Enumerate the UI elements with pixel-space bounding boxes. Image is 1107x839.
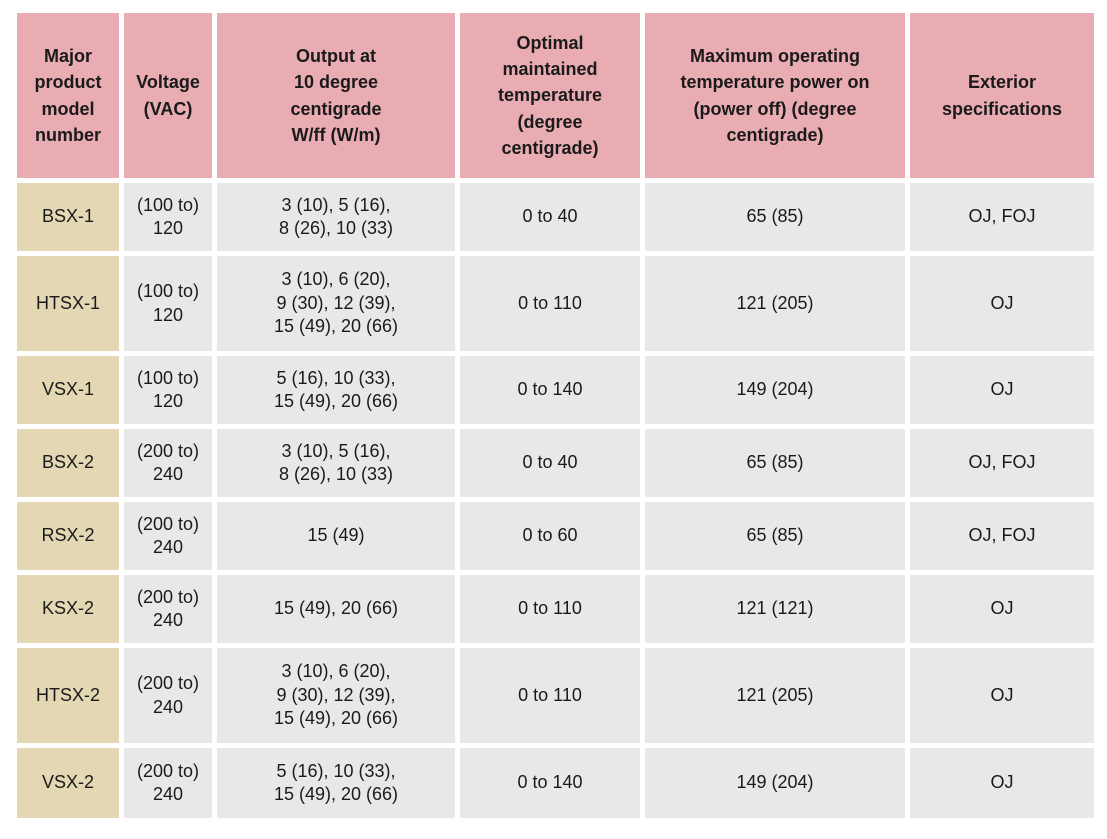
output-cell: 3 (10), 6 (20), 9 (30), 12 (39), 15 (49)… xyxy=(217,256,455,351)
header-max-temperature: Maximum operating temperature power on (… xyxy=(645,13,905,178)
model-cell: HTSX-2 xyxy=(17,648,119,743)
table-row-htsx-2: HTSX-2 (200 to) 240 3 (10), 6 (20), 9 (3… xyxy=(17,648,1094,743)
output-cell: 3 (10), 5 (16), 8 (26), 10 (33) xyxy=(217,183,455,251)
product-spec-table: Major product model number Voltage (VAC)… xyxy=(12,8,1099,823)
max-temperature-cell: 121 (205) xyxy=(645,648,905,743)
voltage-cell: (200 to) 240 xyxy=(124,648,212,743)
header-voltage: Voltage (VAC) xyxy=(124,13,212,178)
header-exterior: Exterior specifications xyxy=(910,13,1094,178)
header-model: Major product model number xyxy=(17,13,119,178)
voltage-cell: (100 to) 120 xyxy=(124,256,212,351)
exterior-cell: OJ, FOJ xyxy=(910,502,1094,570)
header-row: Major product model number Voltage (VAC)… xyxy=(17,13,1094,178)
optimal-temperature-cell: 0 to 110 xyxy=(460,575,640,643)
model-cell: BSX-1 xyxy=(17,183,119,251)
optimal-temperature-cell: 0 to 110 xyxy=(460,648,640,743)
max-temperature-cell: 149 (204) xyxy=(645,748,905,818)
voltage-cell: (200 to) 240 xyxy=(124,748,212,818)
table-row-rsx-2: RSX-2 (200 to) 240 15 (49) 0 to 60 65 (8… xyxy=(17,502,1094,570)
max-temperature-cell: 65 (85) xyxy=(645,429,905,497)
optimal-temperature-cell: 0 to 140 xyxy=(460,748,640,818)
table-row-bsx-2: BSX-2 (200 to) 240 3 (10), 5 (16), 8 (26… xyxy=(17,429,1094,497)
header-output: Output at 10 degree centigrade W/ff (W/m… xyxy=(217,13,455,178)
table-row-vsx-1: VSX-1 (100 to) 120 5 (16), 10 (33), 15 (… xyxy=(17,356,1094,424)
output-cell: 15 (49) xyxy=(217,502,455,570)
exterior-cell: OJ, FOJ xyxy=(910,429,1094,497)
max-temperature-cell: 65 (85) xyxy=(645,183,905,251)
max-temperature-cell: 149 (204) xyxy=(645,356,905,424)
table-row-bsx-1: BSX-1 (100 to) 120 3 (10), 5 (16), 8 (26… xyxy=(17,183,1094,251)
voltage-cell: (200 to) 240 xyxy=(124,575,212,643)
optimal-temperature-cell: 0 to 40 xyxy=(460,429,640,497)
max-temperature-cell: 121 (205) xyxy=(645,256,905,351)
voltage-cell: (100 to) 120 xyxy=(124,356,212,424)
exterior-cell: OJ, FOJ xyxy=(910,183,1094,251)
exterior-cell: OJ xyxy=(910,256,1094,351)
model-cell: KSX-2 xyxy=(17,575,119,643)
model-cell: BSX-2 xyxy=(17,429,119,497)
optimal-temperature-cell: 0 to 40 xyxy=(460,183,640,251)
exterior-cell: OJ xyxy=(910,575,1094,643)
model-cell: HTSX-1 xyxy=(17,256,119,351)
optimal-temperature-cell: 0 to 60 xyxy=(460,502,640,570)
header-optimal-temperature: Optimal maintained temperature (degree c… xyxy=(460,13,640,178)
output-cell: 5 (16), 10 (33), 15 (49), 20 (66) xyxy=(217,748,455,818)
exterior-cell: OJ xyxy=(910,356,1094,424)
voltage-cell: (100 to) 120 xyxy=(124,183,212,251)
model-cell: RSX-2 xyxy=(17,502,119,570)
model-cell: VSX-2 xyxy=(17,748,119,818)
output-cell: 3 (10), 6 (20), 9 (30), 12 (39), 15 (49)… xyxy=(217,648,455,743)
voltage-cell: (200 to) 240 xyxy=(124,429,212,497)
output-cell: 15 (49), 20 (66) xyxy=(217,575,455,643)
output-cell: 3 (10), 5 (16), 8 (26), 10 (33) xyxy=(217,429,455,497)
table-row-htsx-1: HTSX-1 (100 to) 120 3 (10), 6 (20), 9 (3… xyxy=(17,256,1094,351)
optimal-temperature-cell: 0 to 140 xyxy=(460,356,640,424)
max-temperature-cell: 65 (85) xyxy=(645,502,905,570)
model-cell: VSX-1 xyxy=(17,356,119,424)
voltage-cell: (200 to) 240 xyxy=(124,502,212,570)
optimal-temperature-cell: 0 to 110 xyxy=(460,256,640,351)
output-cell: 5 (16), 10 (33), 15 (49), 20 (66) xyxy=(217,356,455,424)
table-row-ksx-2: KSX-2 (200 to) 240 15 (49), 20 (66) 0 to… xyxy=(17,575,1094,643)
exterior-cell: OJ xyxy=(910,648,1094,743)
exterior-cell: OJ xyxy=(910,748,1094,818)
table-row-vsx-2: VSX-2 (200 to) 240 5 (16), 10 (33), 15 (… xyxy=(17,748,1094,818)
max-temperature-cell: 121 (121) xyxy=(645,575,905,643)
